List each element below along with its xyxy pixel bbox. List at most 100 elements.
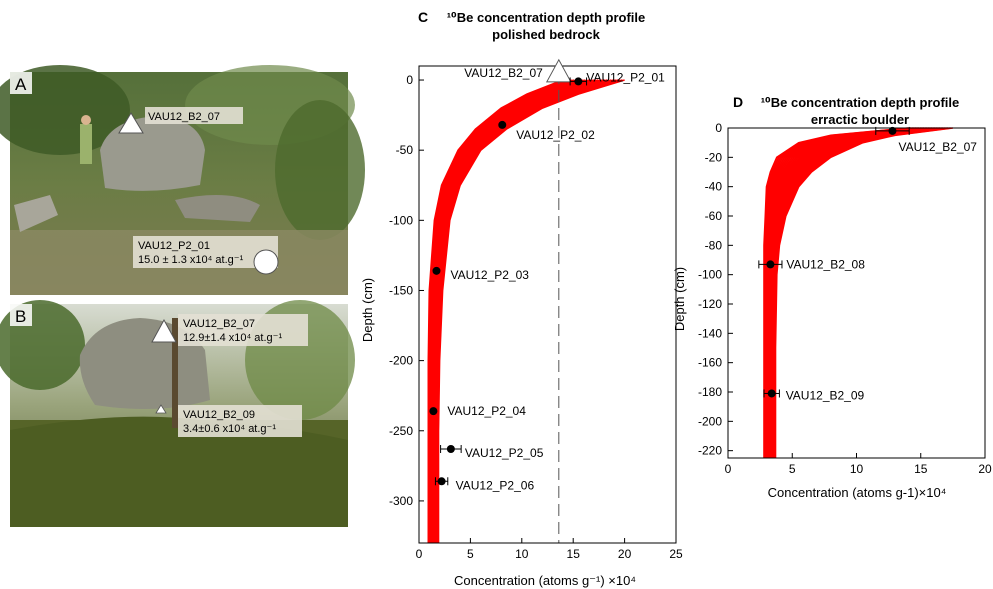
y-tick-label: -50 [396,143,414,157]
y-tick-label: 0 [406,73,413,87]
data-point [888,126,897,135]
x-tick-label: 5 [789,462,796,476]
data-point [437,477,446,486]
person-a [80,124,92,164]
boulder-a [100,116,205,191]
circle-marker-icon [253,249,279,275]
photo-a-label-2-value: 15.0 ± 1.3 x10⁴ at.g⁻¹ [138,254,244,266]
photo-b-letter: B [15,307,26,326]
data-point-label: VAU12_B2_09 [786,388,865,402]
data-point-label: VAU12_P2_01 [586,70,665,84]
photo-a-label-1: VAU12_B2_07 [148,111,220,123]
data-point [429,407,438,416]
data-point [498,120,507,129]
x-tick-label: 5 [467,547,474,561]
triangle-marker-icon [118,112,144,134]
y-tick-label: -80 [705,238,723,252]
x-tick-label: 10 [850,462,864,476]
x-tick-label: 20 [618,547,632,561]
photo-panel-a: A VAU12_B2_07 VAU12_P2_01 15.0 ± 1.3 x10… [0,65,365,295]
simulated-profile-line [432,79,592,543]
chart-c-ylabel: Depth (cm) [360,278,375,342]
data-point-label: VAU12_P2_05 [465,446,544,460]
simulated-profile-line [428,79,568,543]
surface-sample-label: VAU12_B2_07 [464,66,543,80]
data-point-label: VAU12_B2_08 [786,257,865,271]
y-tick-label: -120 [698,297,722,311]
chart-c-marks: VAU12_B2_07 VAU12_P2_01 VAU12_P2_02 VAU12_P… [429,58,665,492]
y-tick-label: -150 [389,283,413,297]
photo-a-letter: A [15,75,27,94]
chart-d-letter: D [733,94,743,110]
simulated-profile-line [430,79,579,543]
chart-d-axes: 0 5 10 15 20 0 -20 -40 -60 -80 -100 -120 -140 -160 -18… [698,121,992,476]
photo-panel-b: B VAU12_B2_07 12.9±1.4 x10⁴ at.g⁻¹ VAU12… [0,300,355,527]
y-tick-label: -100 [389,213,413,227]
photo-b-label-2: VAU12_B2_09 [183,409,255,421]
x-tick-label: 25 [669,547,683,561]
chart-c-xlabel: Concentration (atoms g⁻¹) ×10⁴ [454,573,636,588]
y-tick-label: -200 [389,354,413,368]
data-point-label: VAU12_P2_02 [516,128,595,142]
data-point-label: VAU12_B2_07 [898,140,977,154]
y-tick-label: -60 [705,209,723,223]
chart-d: D ¹⁰Be concentration depth profile errac… [672,94,992,500]
simulated-profile-line [427,79,564,543]
y-tick-label: -20 [705,150,723,164]
x-tick-label: 15 [914,462,928,476]
simulated-profile-line [428,79,572,543]
chart-c-title: ¹⁰Be concentration depth profile [447,10,646,25]
simulated-profile-line [429,79,575,543]
x-tick-label: 0 [416,547,423,561]
photo-a-label-2: VAU12_P2_01 [138,240,210,252]
chart-c-subtitle: polished bedrock [492,27,600,42]
photo-b-label-1-value: 12.9±1.4 x10⁴ at.g⁻¹ [183,332,282,344]
simulated-profile-line [431,79,590,543]
chart-c-axes: 0 5 10 15 20 25 0 -50 -100 -150 -200 -250 -300 [389,65,683,561]
chart-c: C ¹⁰Be concentration depth profile polis… [360,9,683,588]
y-tick-label: -100 [698,268,722,282]
profile-envelope [764,128,953,458]
chart-d-marks: VAU12_B2_07 VAU12_B2_08 VAU12_B2_09 [758,126,977,402]
y-tick-label: -40 [705,180,723,194]
x-tick-label: 20 [978,462,992,476]
simulated-profile-line [430,79,581,543]
chart-c-band [427,79,625,543]
chart-d-ylabel: Depth (cm) [672,267,687,331]
x-tick-label: 10 [515,547,529,561]
y-tick-label: -180 [698,385,722,399]
data-point [766,260,775,269]
simulated-profile-line [431,79,588,543]
data-point [767,389,776,398]
y-tick-label: -300 [389,494,413,508]
chart-d-band [763,127,954,458]
data-point [432,266,441,275]
x-tick-label: 0 [725,462,732,476]
chart-d-title: ¹⁰Be concentration depth profile [761,95,960,110]
data-point-label: VAU12_P2_06 [456,478,535,492]
simulated-profile-line [427,79,566,543]
y-tick-label: -160 [698,356,722,370]
chart-d-subtitle: erractic boulder [811,112,909,127]
data-point [574,77,583,86]
simulated-profile-line [432,79,595,543]
y-tick-label: -250 [389,424,413,438]
small-triangle-marker-icon [155,404,167,414]
y-tick-label: -220 [698,444,722,458]
triangle-marker-icon [545,58,572,83]
simulated-profile-line [431,79,586,543]
data-point-label: VAU12_P2_03 [450,268,529,282]
triangle-marker-icon [151,318,177,343]
data-point [446,445,455,454]
simulated-profile-line [429,79,577,543]
x-tick-label: 15 [567,547,581,561]
plot-frame [418,65,677,544]
chart-d-xlabel: Concentration (atoms g-1)×10⁴ [768,485,947,500]
photo-b-label-2-value: 3.4±0.6 x10⁴ at.g⁻¹ [183,423,276,435]
simulated-profile-line [430,79,583,543]
data-point-label: VAU12_P2_04 [447,404,526,418]
y-tick-label: 0 [715,121,722,135]
y-tick-label: -200 [698,414,722,428]
photo-b-label-1: VAU12_B2_07 [183,318,255,330]
